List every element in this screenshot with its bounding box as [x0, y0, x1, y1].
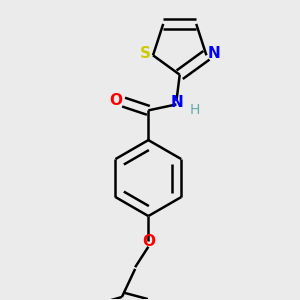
Text: N: N	[171, 95, 184, 110]
Text: O: O	[142, 234, 155, 249]
Text: N: N	[207, 46, 220, 61]
Text: O: O	[109, 93, 122, 108]
Text: H: H	[189, 103, 200, 117]
Text: S: S	[140, 46, 151, 61]
